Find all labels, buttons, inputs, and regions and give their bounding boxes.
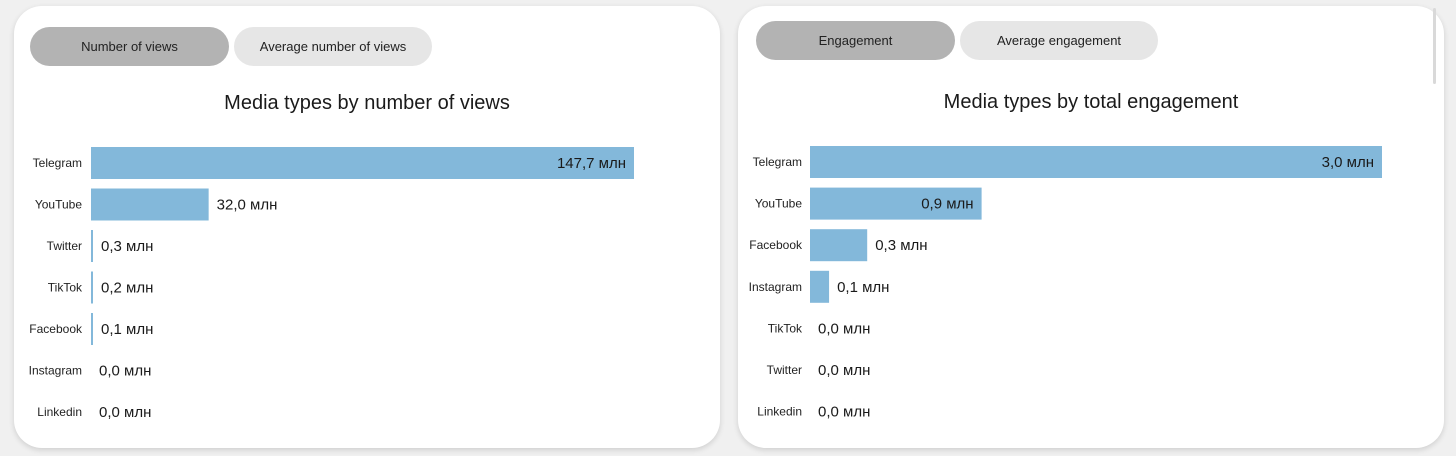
engagement-panel: Engagement Average engagement Media type… — [738, 6, 1444, 448]
data-label: 0,0 млн — [818, 320, 870, 337]
views-bar-chart: Telegram 147,7 млн YouTube 32,0 млн Twitter 0… — [29, 147, 634, 421]
category-label: Telegram — [33, 156, 82, 170]
tab-engagement[interactable]: Engagement — [756, 21, 955, 60]
data-label: 32,0 млн — [217, 197, 278, 214]
category-label: Twitter — [47, 239, 82, 253]
tab-average-number-of-views[interactable]: Average number of views — [234, 27, 432, 66]
data-label: 0,3 млн — [101, 238, 153, 255]
category-label: Twitter — [767, 363, 802, 377]
chart-title: Media types by number of views — [224, 92, 510, 114]
category-label: Facebook — [29, 322, 83, 336]
category-label: YouTube — [35, 198, 82, 212]
bar[interactable] — [91, 230, 93, 262]
engagement-bar-chart: Telegram 3,0 млн YouTube 0,9 млн Facebook 0,3… — [749, 146, 1382, 421]
category-label: YouTube — [755, 197, 802, 211]
bar[interactable] — [810, 229, 868, 262]
views-panel: Number of views Average number of views … — [14, 6, 720, 448]
category-label: TikTok — [768, 321, 803, 335]
data-label: 0,0 млн — [818, 362, 870, 379]
chart-title: Media types by total engagement — [943, 91, 1239, 113]
category-label: Instagram — [749, 280, 802, 294]
category-label: Instagram — [29, 364, 82, 378]
bar[interactable] — [91, 271, 93, 304]
category-label: Linkedin — [37, 405, 82, 419]
data-label: 0,0 млн — [818, 404, 870, 421]
category-label: Facebook — [749, 238, 803, 252]
bar[interactable] — [91, 313, 93, 345]
bar[interactable] — [810, 270, 830, 303]
category-label: Linkedin — [757, 405, 802, 419]
bar[interactable] — [91, 147, 634, 179]
data-label: 0,1 млн — [837, 279, 889, 296]
data-label: 0,9 млн — [921, 196, 973, 213]
tab-number-of-views[interactable]: Number of views — [30, 27, 229, 66]
category-label: Telegram — [753, 155, 802, 169]
bar[interactable] — [810, 146, 1382, 178]
scrollbar[interactable] — [1433, 8, 1436, 84]
data-label: 0,1 млн — [101, 321, 153, 338]
data-label: 3,0 млн — [1322, 154, 1374, 171]
data-label: 0,2 млн — [101, 280, 153, 297]
data-label: 0,0 млн — [99, 404, 151, 421]
tab-average-engagement[interactable]: Average engagement — [960, 21, 1158, 60]
data-label: 147,7 млн — [557, 155, 626, 172]
bar[interactable] — [91, 188, 209, 221]
bar[interactable] — [810, 187, 982, 220]
data-label: 0,3 млн — [875, 237, 927, 254]
data-label: 0,0 млн — [99, 363, 151, 380]
category-label: TikTok — [48, 281, 83, 295]
